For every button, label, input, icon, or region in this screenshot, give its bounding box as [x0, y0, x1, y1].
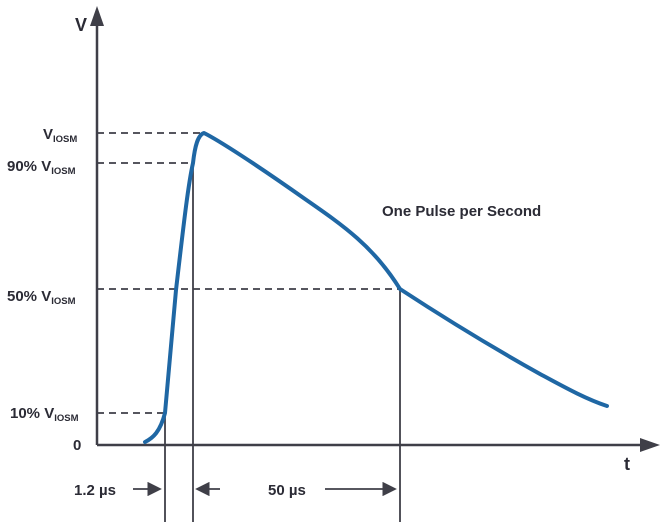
y-axis-labels: V 0 VIOSM 90% VIOSM 50% VIOSM 10% VIOSM [7, 15, 87, 454]
x-axis-arrow-icon [640, 438, 660, 452]
origin-label: 0 [73, 437, 81, 454]
axes-group [90, 6, 660, 452]
ten-percent-voltage-label: 10% VIOSM [10, 405, 79, 424]
fifty-percent-voltage-label: 50% VIOSM [7, 288, 76, 307]
voltage-axis-label: V [75, 15, 87, 35]
pulse-rate-annotation: One Pulse per Second [382, 203, 541, 220]
voltage-pulse-curve [143, 131, 609, 444]
decay-time-label: 50 µs [268, 482, 306, 499]
peak-voltage-label: VIOSM [43, 126, 77, 145]
y-axis-arrow-icon [90, 6, 104, 26]
ninety-percent-voltage-label: 90% VIOSM [7, 158, 76, 177]
rise-time-label: 1.2 µs [74, 482, 116, 499]
time-measurements: 1.2 µs 50 µs [74, 481, 397, 499]
time-axis-label: t [624, 454, 630, 474]
reference-lines [97, 132, 401, 522]
